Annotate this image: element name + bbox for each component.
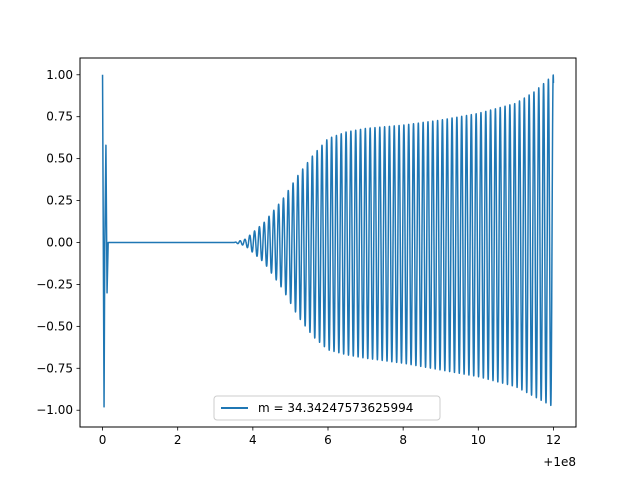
y-tick-label: −0.25 — [36, 277, 73, 291]
y-tick-label: −0.50 — [36, 319, 73, 333]
series-line — [101, 74, 555, 408]
y-tick-label: −1.00 — [36, 403, 73, 417]
y-tick-label: 0.00 — [46, 236, 73, 250]
x-tick-label: 12 — [546, 433, 561, 447]
y-axis: 1.00 0.75 0.50 0.25 0.00 −0.25 −0.50 −0.75 −1.00 — [36, 68, 80, 417]
x-tick-label: 0 — [99, 433, 107, 447]
x-tick-label: 6 — [324, 433, 332, 447]
y-tick-label: 0.75 — [46, 110, 73, 124]
x-axis-offset-label: +1e8 — [543, 455, 576, 469]
x-tick-label: 2 — [174, 433, 182, 447]
y-tick-label: 0.50 — [46, 152, 73, 166]
y-tick-label: 1.00 — [46, 68, 73, 82]
x-tick-label: 10 — [471, 433, 486, 447]
x-tick-label: 8 — [399, 433, 407, 447]
legend-label: m = 34.34247573625994 — [258, 401, 413, 415]
legend: m = 34.34247573625994 — [213, 395, 441, 421]
y-tick-label: −0.75 — [36, 361, 73, 375]
y-tick-label: 0.25 — [46, 194, 73, 208]
x-tick-label: 4 — [249, 433, 257, 447]
series-layer — [101, 74, 555, 408]
x-axis: 0 2 4 6 8 10 12 — [99, 427, 561, 447]
legend-box — [213, 395, 441, 421]
